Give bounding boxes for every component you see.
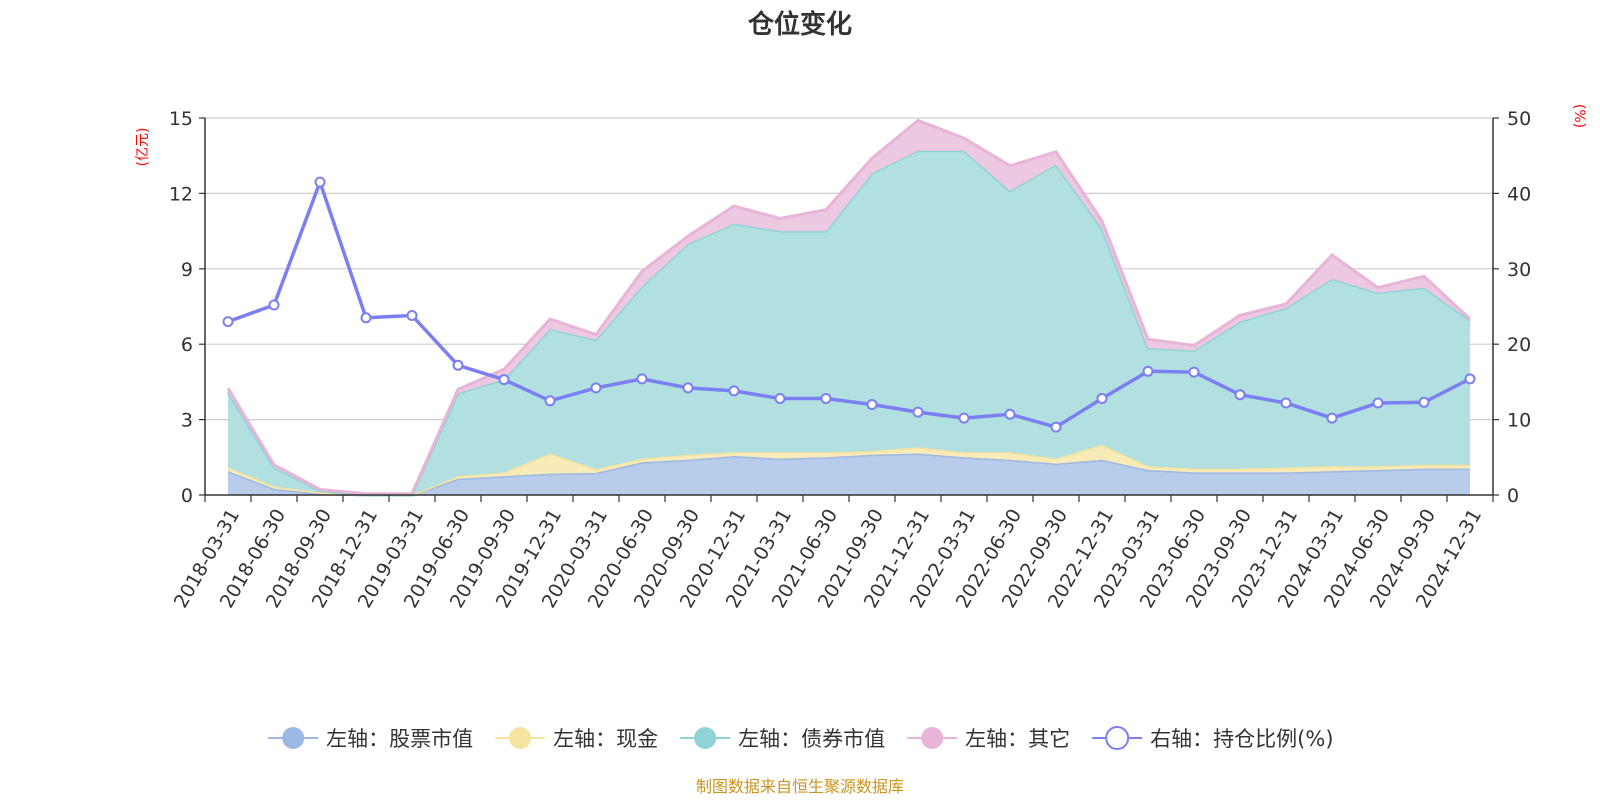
left-axis-tick-label: 9 (181, 259, 193, 281)
holding-ratio-point (866, 399, 878, 410)
holding-ratio-point (1372, 397, 1384, 409)
holding-ratio-point (728, 385, 740, 397)
holding-ratio-point (1096, 393, 1108, 404)
data-source-note: 制图数据来自恒生聚源数据库 (696, 777, 904, 796)
holding-ratio-point (912, 406, 924, 418)
left-axis-tick-label: 15 (169, 108, 193, 130)
area-series-1 (228, 453, 1470, 495)
right-axis-tick-label: 40 (1507, 183, 1531, 205)
right-axis-tick-label: 20 (1507, 334, 1531, 356)
holding-ratio-point (1464, 373, 1476, 385)
holding-ratio-point (958, 412, 970, 424)
holding-ratio-point (820, 393, 832, 404)
legend-label: 左轴：债券市值 (738, 727, 885, 751)
left-axis-tick-label: 0 (181, 485, 193, 507)
holding-ratio-point (452, 359, 464, 371)
holding-ratio-point (1326, 412, 1338, 424)
right-axis-tick-label: 10 (1507, 410, 1531, 432)
holding-ratio-point (360, 312, 372, 324)
holding-ratio-point (1142, 365, 1154, 377)
holding-ratio-point (590, 382, 602, 394)
holding-ratio-point (1004, 408, 1016, 420)
holding-ratio-point (1418, 396, 1430, 408)
legend-marker (921, 727, 944, 749)
legend-marker (1105, 726, 1130, 750)
legend-item-1: 左轴：股票市值 (268, 727, 473, 751)
legend-label: 左轴：股票市值 (326, 727, 473, 751)
holding-ratio-point (1050, 421, 1062, 433)
legend-label: 左轴：其它 (965, 727, 1070, 751)
holding-ratio-point (682, 382, 694, 394)
legend-marker (694, 727, 717, 749)
right-axis-unit: (%) (1571, 104, 1587, 128)
area-series-3 (228, 150, 1470, 495)
legend-item-3: 左轴：债券市值 (680, 727, 885, 751)
holding-ratio-point (1188, 366, 1200, 378)
area-series-line-4 (226, 118, 1472, 496)
stacked-areas (226, 118, 1472, 497)
right-axis-tick-label: 50 (1507, 108, 1531, 130)
holding-ratio-point (544, 395, 556, 407)
holding-ratio-point (222, 316, 234, 328)
legend-marker (509, 727, 532, 749)
holding-ratio-series (222, 176, 1476, 433)
legend-marker (282, 727, 305, 749)
chart-title: 仓位变化 (747, 9, 852, 40)
legend-item-5: 右轴：持仓比例(%) (1092, 726, 1334, 751)
legend-item-4: 左轴：其它 (907, 727, 1070, 751)
left-axis-tick-label: 3 (181, 410, 193, 432)
area-series-4 (228, 120, 1470, 495)
right-axis-tick-label: 30 (1507, 259, 1531, 281)
holding-ratio-line (227, 176, 1471, 429)
legend-label: 左轴：现金 (553, 727, 658, 751)
holding-ratio-point (636, 373, 648, 385)
left-axis-unit: (亿元) (135, 128, 151, 167)
legend-label: 右轴：持仓比例(%) (1150, 727, 1333, 751)
holding-ratio-point (314, 176, 326, 188)
left-axis-tick-label: 12 (169, 183, 193, 205)
legend: 左轴：股票市值 左轴：现金 左轴：债券市值 左轴：其它 右轴：持仓比例(%) (268, 726, 1334, 751)
holding-ratio-point (774, 393, 786, 404)
right-axis-tick-label: 0 (1507, 485, 1519, 507)
holding-ratio-point (268, 299, 280, 311)
holding-ratio-point (406, 310, 418, 321)
holding-ratio-point (498, 374, 510, 386)
legend-item-2: 左轴：现金 (495, 727, 658, 751)
holding-ratio-point (1280, 397, 1292, 409)
left-axis-tick-label: 6 (181, 334, 193, 356)
holding-ratio-point (1234, 389, 1246, 401)
